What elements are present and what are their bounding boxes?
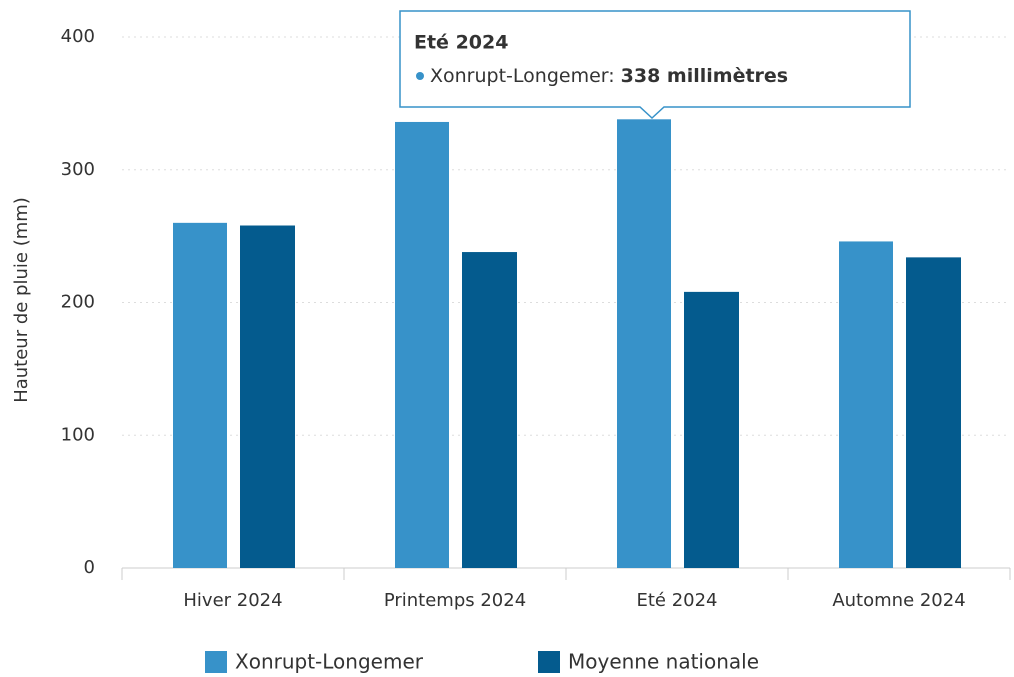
tooltip-value: 338 millimètres	[621, 65, 788, 87]
bar	[395, 121, 449, 569]
y-axis-label: Hauteur de pluie (mm)	[11, 197, 32, 403]
x-tick-label: Automne 2024	[832, 590, 965, 611]
x-tick-label: Hiver 2024	[183, 590, 282, 611]
bar	[684, 291, 739, 568]
legend-label: Moyenne nationale	[568, 650, 759, 674]
x-tick-label: Eté 2024	[636, 590, 717, 611]
bar	[462, 252, 517, 568]
tooltip-line: Xonrupt-Longemer: 338 millimètres	[430, 65, 788, 87]
tooltip-box	[399, 10, 911, 120]
y-tick-label: 300	[61, 159, 95, 180]
x-tick-label: Printemps 2024	[384, 590, 526, 611]
legend-label: Xonrupt-Longemer	[235, 650, 424, 674]
y-tick-label: 100	[61, 424, 95, 445]
legend-swatch	[205, 651, 227, 673]
bar	[617, 119, 671, 569]
tooltip-series: Xonrupt-Longemer:	[430, 65, 615, 87]
bar	[906, 257, 961, 568]
y-tick-label: 0	[84, 557, 95, 578]
y-tick-label: 200	[61, 292, 95, 313]
bar	[173, 222, 227, 568]
tooltip-title: Eté 2024	[414, 32, 508, 54]
bar	[839, 241, 893, 568]
bar	[240, 225, 295, 568]
tooltip-dot	[416, 72, 424, 80]
legend-swatch	[538, 651, 560, 673]
y-tick-label: 400	[61, 26, 95, 47]
tooltip: Eté 2024 Xonrupt-Longemer: 338 millimètres	[399, 10, 911, 120]
